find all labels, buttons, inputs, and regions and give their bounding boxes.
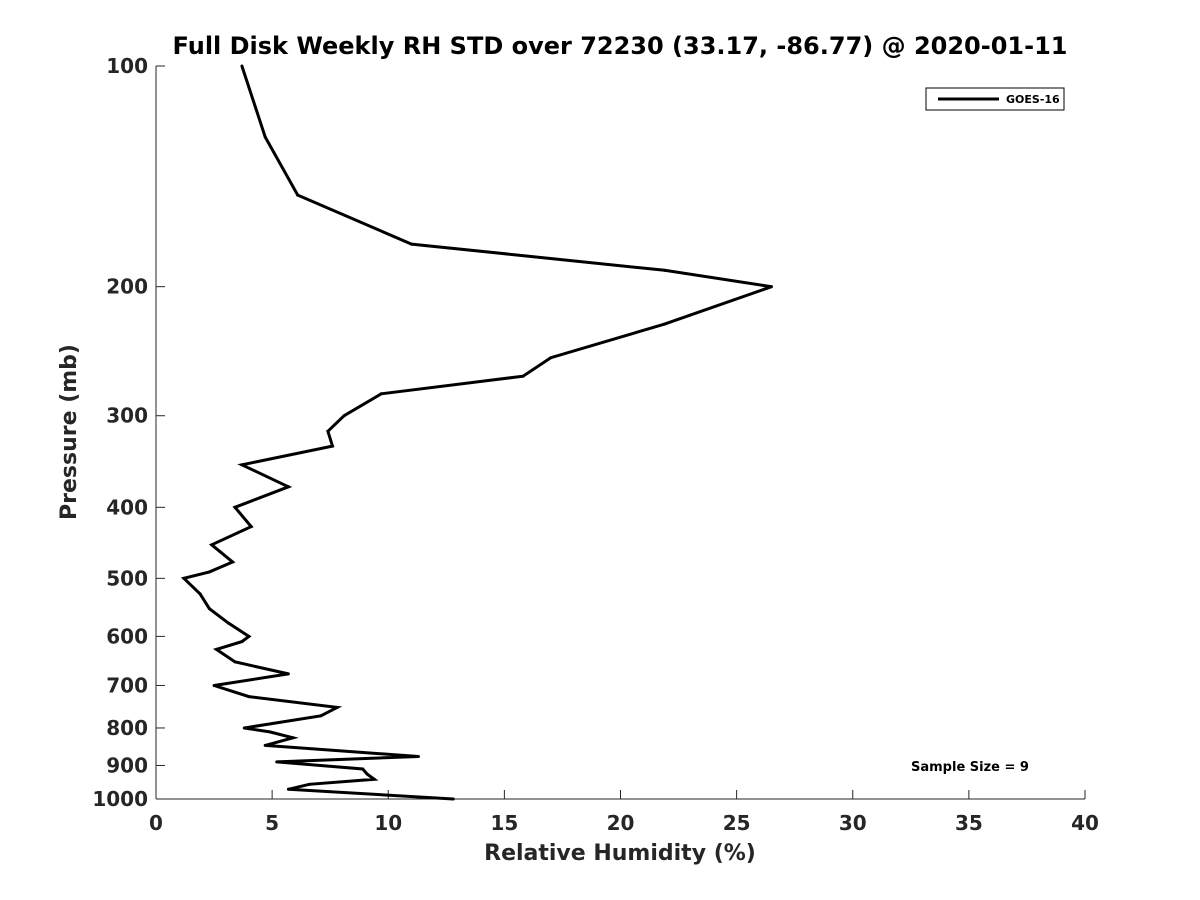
data-point-goes-16 — [296, 193, 300, 197]
y-tick-label: 400 — [106, 495, 148, 519]
sample-size-annotation: Sample Size = 9 — [911, 760, 1029, 775]
data-point-goes-16 — [207, 607, 211, 611]
x-tick-label: 40 — [1071, 811, 1099, 835]
legend: GOES-16 — [925, 87, 1065, 111]
data-point-goes-16 — [242, 726, 246, 730]
data-point-goes-16 — [182, 576, 186, 580]
data-point-goes-16 — [231, 560, 235, 564]
data-point-goes-16 — [233, 660, 237, 664]
data-point-goes-16 — [549, 356, 553, 360]
data-point-goes-16 — [342, 414, 346, 418]
data-point-goes-16 — [663, 268, 667, 272]
x-tick-label: 25 — [723, 811, 751, 835]
legend-label-goes-16: GOES-16 — [1006, 93, 1060, 106]
data-point-goes-16 — [226, 621, 230, 625]
data-point-goes-16 — [335, 705, 339, 709]
y-axis-ticks: 100 200 300 400 500 600 700 800 900 1000 — [92, 54, 165, 811]
data-point-goes-16 — [365, 772, 369, 776]
y-tick-label: 500 — [106, 566, 148, 590]
data-point-goes-16 — [249, 525, 253, 529]
data-point-goes-16 — [240, 64, 244, 68]
chart-title: Full Disk Weekly RH STD over 72230 (33.1… — [173, 32, 1068, 60]
x-axis-label: Relative Humidity (%) — [484, 841, 756, 866]
data-point-goes-16 — [207, 570, 211, 574]
y-tick-label: 1000 — [92, 787, 148, 811]
data-point-goes-16 — [268, 730, 272, 734]
x-axis-ticks: 0 5 10 15 20 25 30 35 40 — [149, 790, 1099, 835]
x-tick-label: 20 — [607, 811, 635, 835]
y-tick-label: 300 — [106, 404, 148, 428]
y-tick-label: 100 — [106, 54, 148, 78]
data-point-goes-16 — [319, 714, 323, 718]
data-point-goes-16 — [361, 767, 365, 771]
data-point-goes-16 — [247, 634, 251, 638]
y-tick-label: 900 — [106, 753, 148, 777]
data-point-goes-16 — [663, 322, 667, 326]
data-point-goes-16 — [286, 672, 290, 676]
y-tick-label: 200 — [106, 275, 148, 299]
data-point-goes-16 — [247, 695, 251, 699]
data-point-goes-16 — [331, 444, 335, 448]
data-point-goes-16 — [263, 135, 267, 139]
data-point-goes-16 — [291, 736, 295, 740]
data-point-goes-16 — [212, 683, 216, 687]
data-point-goes-16 — [263, 743, 267, 747]
x-tick-label: 35 — [955, 811, 983, 835]
series-layer — [180, 64, 773, 801]
data-point-goes-16 — [233, 505, 237, 509]
data-point-goes-16 — [409, 242, 413, 246]
x-tick-label: 30 — [839, 811, 867, 835]
data-point-goes-16 — [198, 592, 202, 596]
data-point-goes-16 — [240, 463, 244, 467]
data-point-goes-16 — [286, 485, 290, 489]
data-point-goes-16 — [286, 787, 290, 791]
data-point-goes-16 — [416, 754, 420, 758]
data-point-goes-16 — [451, 797, 455, 801]
data-point-goes-16 — [214, 647, 218, 651]
y-tick-label: 700 — [106, 673, 148, 697]
data-point-goes-16 — [326, 429, 330, 433]
y-tick-label: 800 — [106, 716, 148, 740]
data-point-goes-16 — [210, 543, 214, 547]
x-tick-label: 0 — [149, 811, 163, 835]
data-point-goes-16 — [769, 285, 773, 289]
data-point-goes-16 — [521, 374, 525, 378]
x-tick-label: 5 — [265, 811, 279, 835]
data-point-goes-16 — [275, 760, 279, 764]
x-tick-label: 15 — [490, 811, 518, 835]
y-axis-label: Pressure (mb) — [57, 344, 82, 520]
data-point-goes-16 — [307, 782, 311, 786]
data-point-goes-16 — [240, 640, 244, 644]
data-point-goes-16 — [379, 392, 383, 396]
x-tick-label: 10 — [374, 811, 402, 835]
y-tick-label: 600 — [106, 624, 148, 648]
data-point-goes-16 — [372, 777, 376, 781]
